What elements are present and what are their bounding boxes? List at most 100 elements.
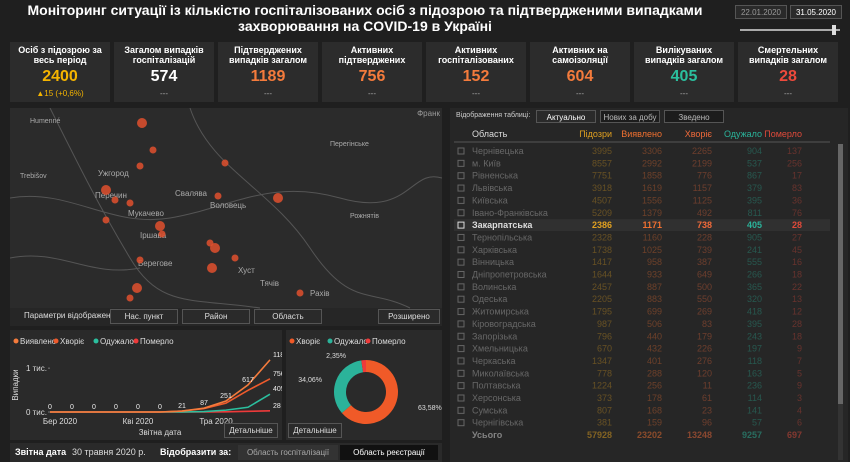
legend-label: Виявлено [20, 337, 57, 346]
map-dot [158, 230, 166, 238]
table-total: 23202 [637, 430, 662, 440]
table-cell: Сумська [472, 405, 507, 415]
table-cell: Запорізька [472, 331, 517, 341]
line [50, 359, 271, 413]
kpi-delta: --- [368, 89, 376, 98]
map-extra[interactable]: Розширено [378, 309, 440, 324]
details-button[interactable]: Детальніше [224, 423, 278, 438]
data-label: 0 [70, 404, 74, 411]
data-label: 0 [114, 404, 118, 411]
pie-label: 2,35% [326, 353, 346, 360]
map-bg [10, 108, 442, 308]
row-checkbox [457, 419, 465, 427]
line-chart: Виявлено Хворіє Одужало Померло 0 тис. 1 тис.… [11, 337, 288, 437]
table-cell: 492 [697, 208, 712, 218]
row-highlight [454, 219, 830, 232]
details-button[interactable]: Детальніше [288, 423, 342, 438]
data-label: 251 [220, 393, 232, 400]
kpi-label: Загалом випадків госпіталізацій [124, 45, 204, 65]
footer-option[interactable]: Область реєстрації [340, 445, 438, 460]
table-cell: 555 [747, 257, 762, 267]
table-cell: 159 [647, 418, 662, 428]
table-cell: 57 [752, 418, 762, 428]
table-cell: 4507 [592, 195, 612, 205]
table-cell: Полтавська [472, 381, 521, 391]
footer-option[interactable]: Область госпіталізації [238, 445, 338, 460]
table-cell: 83 [702, 319, 712, 329]
x-tick-label: Тра 2020 [199, 417, 233, 426]
table-cell: 1157 [693, 183, 712, 193]
slider-handle[interactable] [832, 25, 836, 35]
kpi-delta: --- [160, 89, 168, 98]
table-cell: 3918 [592, 183, 612, 193]
table-cell: 1025 [642, 245, 662, 255]
table-mode[interactable]: Зведено [664, 110, 724, 123]
legend-label: Хворіє [60, 337, 84, 346]
data-label: 617 [242, 377, 254, 384]
map-dot [132, 283, 142, 293]
table-cell: 796 [597, 331, 612, 341]
table-cell: 276 [697, 356, 712, 366]
column-header: Виявлено [621, 129, 662, 139]
table-mode[interactable]: Актуально [536, 110, 596, 123]
table-cell: 1644 [592, 270, 612, 280]
table-cell: 256 [787, 158, 802, 168]
kpi-delta: --- [264, 89, 272, 98]
table: Область Підозри Виявлено Хворіє Одужало Помер… [454, 129, 843, 460]
table-cell: 288 [647, 368, 662, 378]
table-cell: 1125 [693, 195, 712, 205]
map-dot [221, 159, 229, 167]
map-dot [273, 193, 283, 203]
map-dot [155, 221, 165, 231]
legend-marker [13, 338, 19, 344]
table-cell: 18 [792, 270, 802, 280]
table-cell: 3 [797, 393, 802, 403]
table-mode[interactable]: Нових за добу [600, 110, 660, 123]
table-cell: Тернопільська [472, 232, 532, 242]
kpi-delta: --- [472, 89, 480, 98]
table-cell: 432 [647, 344, 662, 354]
table-cell: 197 [747, 344, 762, 354]
map-label: Хуст [238, 266, 255, 275]
table-cell: 2205 [592, 294, 612, 304]
pie-slice [334, 360, 364, 414]
row-checkbox [457, 382, 465, 390]
row-checkbox [457, 196, 465, 204]
map-dot [136, 162, 144, 170]
date-slider[interactable] [740, 29, 840, 31]
kpi-card: Смертельних випадків загалом 28 --- [738, 42, 838, 102]
table-cell: Житомирська [472, 307, 529, 317]
table-cell: 9 [797, 381, 802, 391]
table-cell: 28 [792, 220, 802, 230]
kpi-delta: --- [680, 89, 688, 98]
table-cell: 1379 [642, 208, 662, 218]
map-option[interactable]: Нас. пункт [110, 309, 178, 324]
kpi-value: 28 [779, 68, 797, 85]
legend-marker [53, 338, 59, 344]
kpi-card: Вилікуваних випадків загалом 405 --- [634, 42, 734, 102]
map-dot [231, 254, 239, 262]
kpi-label: Активних підтверджених [338, 45, 406, 65]
table-cell: 738 [697, 220, 712, 230]
table-cell: Кіровоградська [472, 319, 536, 329]
table-cell: 550 [697, 294, 712, 304]
table-cell: 7 [797, 356, 802, 366]
table-cell: 12 [792, 307, 802, 317]
pie-chart: Хворіє Одужало Померло 63,58% 34,06% 2,35% [289, 337, 442, 424]
kpi-label: Активних на самоізоляції [552, 45, 608, 65]
row-checkbox [457, 369, 465, 377]
date-to[interactable]: 31.05.2020 [790, 5, 842, 19]
table-cell: 1619 [642, 183, 662, 193]
table-cell: 118 [748, 356, 762, 366]
map-option[interactable]: Район [182, 309, 250, 324]
y-axis-title: Випадки [11, 369, 20, 400]
map-option[interactable]: Область [254, 309, 322, 324]
column-header: Померло [764, 129, 802, 139]
map-dot [111, 196, 119, 204]
date-from[interactable]: 22.01.2020 [735, 5, 787, 19]
table-cell: 45 [792, 245, 802, 255]
table-cell: 3306 [642, 146, 662, 156]
table-cell: Закарпатська [472, 220, 533, 230]
